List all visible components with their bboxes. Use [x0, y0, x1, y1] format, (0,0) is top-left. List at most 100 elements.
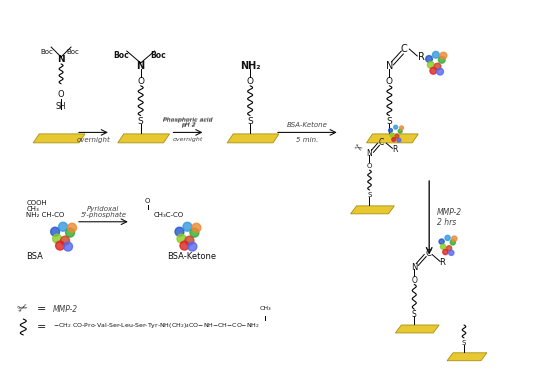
Text: S: S	[367, 192, 372, 198]
Circle shape	[175, 227, 184, 236]
Circle shape	[449, 250, 454, 255]
Polygon shape	[447, 353, 487, 361]
Circle shape	[66, 228, 74, 237]
Circle shape	[67, 223, 77, 232]
Text: CH₃C-CO: CH₃C-CO	[154, 212, 184, 218]
Polygon shape	[33, 134, 85, 143]
Text: S: S	[462, 340, 466, 346]
Circle shape	[192, 223, 201, 232]
Circle shape	[434, 63, 441, 70]
Text: O: O	[145, 198, 150, 204]
Circle shape	[395, 134, 399, 138]
Circle shape	[398, 129, 402, 133]
Circle shape	[50, 227, 60, 236]
Circle shape	[450, 240, 456, 245]
Circle shape	[446, 246, 452, 251]
Circle shape	[392, 138, 396, 141]
Polygon shape	[395, 325, 439, 333]
Text: 2 hrs: 2 hrs	[437, 218, 457, 227]
Circle shape	[445, 235, 450, 241]
Circle shape	[427, 61, 434, 68]
Text: CH₃: CH₃	[26, 206, 39, 212]
Text: C: C	[425, 249, 431, 258]
Circle shape	[180, 241, 189, 250]
Circle shape	[440, 52, 447, 59]
Circle shape	[185, 236, 194, 245]
Polygon shape	[367, 134, 418, 143]
Circle shape	[430, 67, 437, 74]
Text: =: =	[36, 304, 46, 314]
Circle shape	[61, 236, 70, 245]
Text: N: N	[367, 149, 372, 158]
Text: BSA-Ketone: BSA-Ketone	[287, 122, 328, 128]
Text: ✂: ✂	[16, 301, 30, 317]
Text: CH₃: CH₃	[259, 306, 271, 311]
Text: O: O	[386, 77, 393, 86]
Text: R: R	[393, 145, 398, 154]
Circle shape	[432, 52, 439, 58]
Text: S: S	[412, 310, 416, 319]
Circle shape	[64, 242, 73, 251]
Circle shape	[59, 222, 67, 231]
Text: N: N	[57, 55, 65, 64]
Text: SH: SH	[56, 102, 66, 111]
Text: R: R	[418, 52, 425, 62]
Text: O: O	[58, 90, 65, 99]
Text: O: O	[247, 77, 254, 86]
Circle shape	[183, 222, 192, 231]
Circle shape	[390, 133, 394, 137]
Circle shape	[188, 242, 197, 251]
Text: pH 2: pH 2	[181, 122, 195, 127]
Text: MMP-2: MMP-2	[53, 305, 78, 313]
Text: =: =	[36, 322, 46, 332]
Text: S: S	[387, 117, 392, 126]
Circle shape	[53, 234, 61, 243]
Text: Pyridoxal: Pyridoxal	[87, 206, 119, 212]
Text: MMP-2: MMP-2	[437, 208, 462, 217]
Circle shape	[440, 244, 446, 249]
Text: O: O	[137, 77, 144, 86]
Text: Phosphoric acid
pH 2: Phosphoric acid pH 2	[163, 117, 213, 128]
Text: $-$CH$_2$ CO-Pro-Val-Ser-Leu-Ser-Tyr-NH(CH$_2$)$_4$CO$-$NH$-$CH$-$CO$-$NH$_2$: $-$CH$_2$ CO-Pro-Val-Ser-Leu-Ser-Tyr-NH(…	[53, 321, 260, 330]
Text: Boc: Boc	[67, 49, 79, 55]
Text: Phosphoric acid: Phosphoric acid	[163, 117, 213, 122]
Text: overnight: overnight	[173, 137, 203, 143]
Text: N: N	[386, 61, 393, 71]
Text: S: S	[247, 117, 253, 126]
Circle shape	[400, 126, 403, 130]
Circle shape	[426, 56, 432, 62]
Text: overnight: overnight	[77, 137, 110, 144]
Polygon shape	[351, 206, 394, 214]
Text: BSA: BSA	[26, 252, 43, 260]
Text: O: O	[412, 276, 417, 285]
Circle shape	[190, 228, 199, 237]
Circle shape	[452, 236, 457, 241]
Circle shape	[438, 56, 445, 63]
Text: C: C	[379, 138, 384, 147]
Circle shape	[55, 241, 65, 250]
Text: N: N	[137, 61, 145, 71]
Text: 5 min.: 5 min.	[296, 137, 319, 143]
Text: Boc: Boc	[151, 51, 167, 60]
Circle shape	[394, 125, 397, 129]
Text: O: O	[367, 163, 372, 169]
Text: C: C	[401, 44, 408, 54]
Circle shape	[177, 234, 186, 243]
Circle shape	[389, 128, 393, 132]
Text: 5'-phosphate: 5'-phosphate	[80, 212, 127, 218]
Text: R: R	[439, 258, 445, 267]
Text: Boc: Boc	[41, 49, 54, 55]
Polygon shape	[118, 134, 169, 143]
Text: BSA-Ketone: BSA-Ketone	[168, 252, 217, 260]
Text: COOH: COOH	[26, 200, 47, 206]
Text: Boc: Boc	[113, 51, 129, 60]
Polygon shape	[227, 134, 279, 143]
Text: S: S	[138, 117, 143, 126]
Text: N: N	[411, 263, 418, 272]
Circle shape	[443, 249, 448, 255]
Circle shape	[439, 239, 444, 244]
Circle shape	[397, 138, 401, 142]
Text: NH₂: NH₂	[240, 61, 260, 71]
Text: NH₂ CH-CO: NH₂ CH-CO	[26, 212, 65, 218]
Circle shape	[437, 68, 444, 75]
